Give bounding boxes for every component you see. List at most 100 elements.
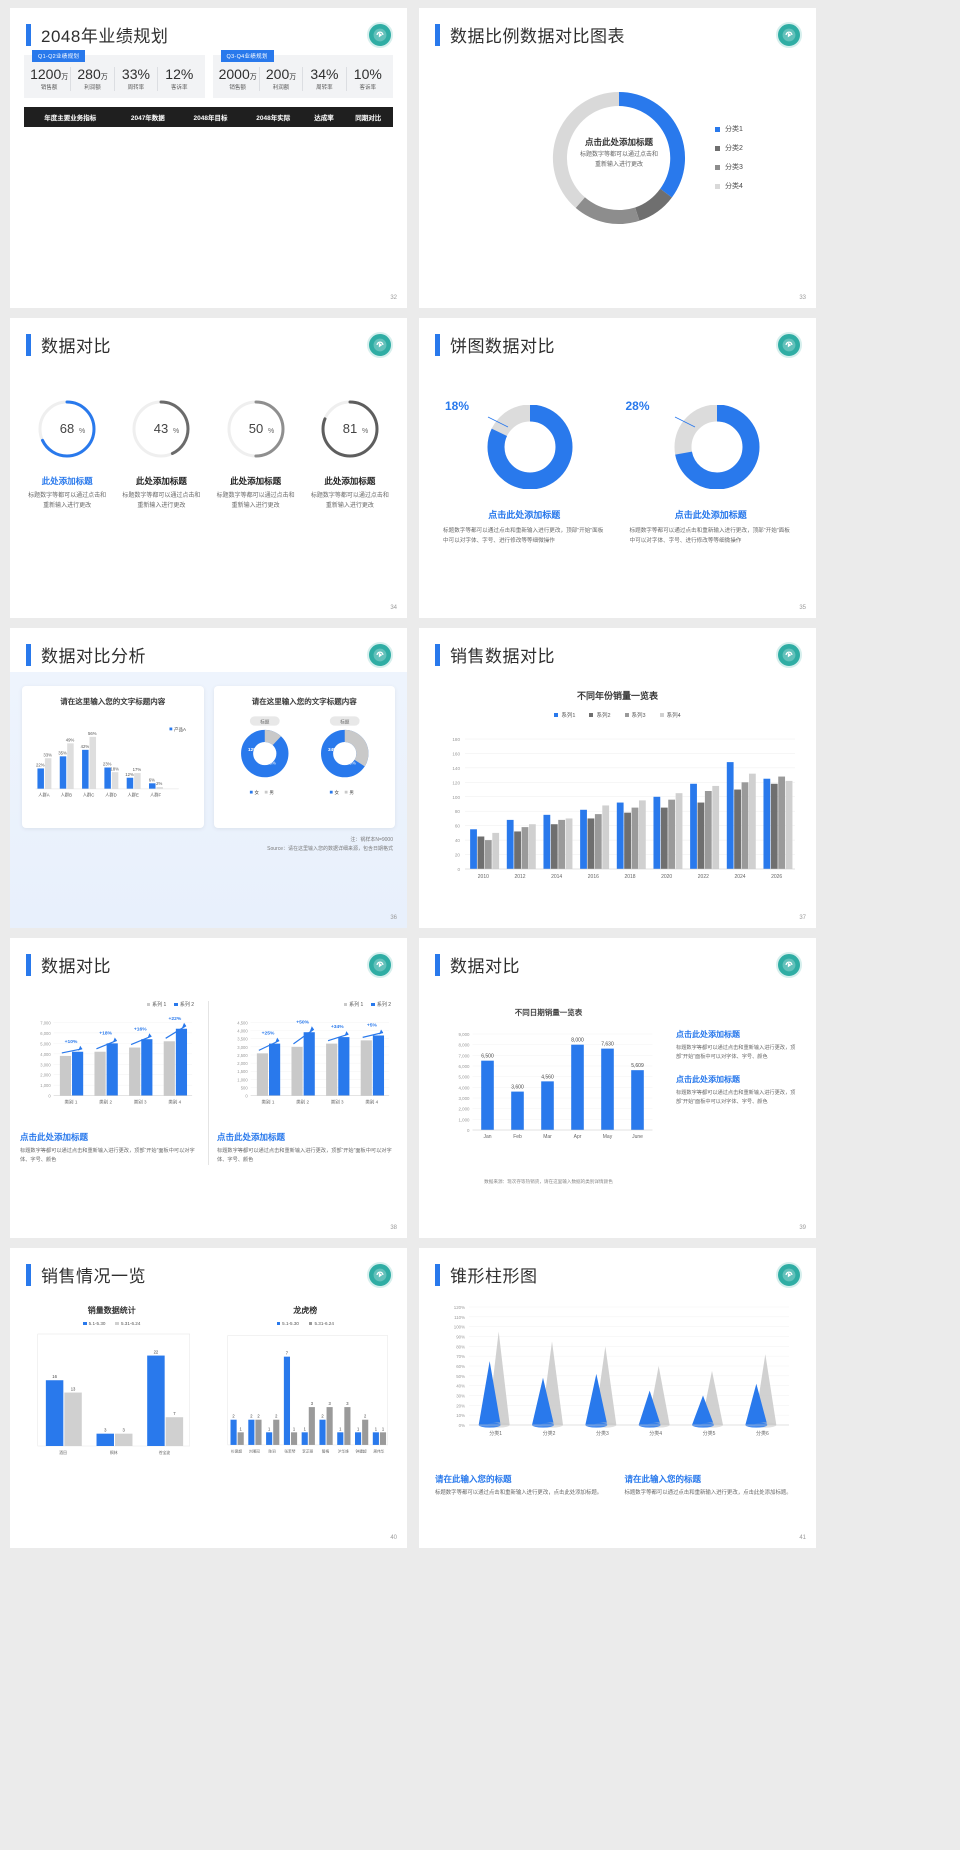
svg-text:枫林: 枫林 (110, 1450, 118, 1455)
svg-text:标题: 标题 (340, 718, 350, 725)
svg-text:陈羽: 陈羽 (268, 1449, 276, 1454)
gauge-ring: 43% (132, 400, 190, 458)
page-title: 数据对比分析 (41, 647, 146, 666)
gauge-desc: 标题数字等都可以通过点击和重新输入进行更改 (122, 493, 201, 509)
svg-text:+50%: +50% (296, 1019, 309, 1025)
svg-text:分类2: 分类2 (543, 1430, 556, 1437)
ranking-chart: 龙虎榜 5.1-5.30 5.31-6.24 2 1 杉夏超 2 2 刘湘冠 1 2 陈羽 7 1 张若… (214, 1305, 398, 1481)
svg-text:12%: 12% (248, 747, 257, 752)
gauge-value: 68 (60, 421, 74, 436)
legend-item: 分类4 (715, 181, 743, 191)
svg-text:人群D: 人群D (105, 791, 117, 798)
sales-stat-chart: 销量数据统计 5.1-5.30 5.31-6.24 16 13 酒田 3 3 枫林 22 7 苍宝… (20, 1305, 204, 1481)
legend-item: 5.1-5.30 (83, 1321, 105, 1326)
divider (208, 1001, 209, 1165)
svg-text:120%: 120% (454, 1305, 465, 1310)
donut-chart (552, 91, 686, 225)
legend-item: 5.1-5.30 (276, 1321, 299, 1326)
svg-text:13: 13 (71, 1387, 76, 1392)
block-desc: 标题数字等都可以通过点击和重新输入进行更改，顶部“开始”面板中可以对字体、字号、… (676, 1090, 796, 1106)
donut-pair-chart: 标题 12% 88% 女 男 标题 34% 66% 女 男 (240, 716, 368, 796)
table-header-row: 年度主要业务指标 2047年数据 2048年目标 2048年实际 达成率 同期对… (24, 107, 393, 128)
block-title: 请在此输入您的标题 (624, 1474, 702, 1484)
col-header: 2047年数据 (116, 107, 180, 128)
kpi-label: 周转率 (316, 85, 333, 92)
kpi-tag: Q3-Q4业绩规划 (220, 50, 274, 62)
legend: 5.1-5.30 5.31-6.24 (214, 1321, 398, 1326)
svg-text:5,000: 5,000 (40, 1041, 51, 1046)
gauge-item: 81% 此处添加标题 标题数字等都可以通过点击和重新输入进行更改 (305, 395, 395, 512)
page-number: 36 (390, 915, 397, 921)
monthly-bar-chart: 0 1,000 2,000 3,000 4,000 5,000 6,000 7,000 8,00… (459, 1032, 653, 1140)
page-title: 销售数据对比 (450, 647, 555, 666)
svg-text:4,000: 4,000 (40, 1052, 51, 1057)
kpi-tag: Q1-Q2业绩规划 (32, 50, 86, 62)
brand-logo-icon (776, 332, 802, 358)
slide-41[interactable]: 锥形柱形图 0% 10% 20% 30% 40% 50% 60% 70% 80% 90% 100% 1… (419, 1248, 816, 1548)
kpi-item: 1200万 销售额 (28, 66, 72, 92)
svg-text:40%: 40% (456, 1384, 465, 1389)
svg-text:88%: 88% (266, 761, 275, 766)
legend-label: 分类3 (725, 164, 743, 171)
svg-text:35%: 35% (58, 750, 67, 755)
note-source: Source：请在这里输入您的数据详细来源，包含日期格式 (267, 845, 393, 852)
slide-33[interactable]: 数据比例数据对比图表 点击此处添加标题 标题数字等都可以通过点击和 重新输入进行… (419, 8, 816, 308)
svg-text:刘湘冠: 刘湘冠 (248, 1449, 259, 1454)
gauge-title: 此处添加标题 (324, 476, 376, 486)
svg-text:7: 7 (173, 1411, 176, 1416)
block-desc: 标题数字等都可以通过点击和重新输入进行更改，点击此处添加标题。 (435, 1490, 603, 1496)
svg-text:+34%: +34% (331, 1024, 344, 1030)
svg-text:1: 1 (374, 1426, 377, 1431)
col-header: 年度主要业务指标 (24, 107, 117, 128)
legend-item: 分类1 (715, 124, 743, 134)
svg-text:2010: 2010 (478, 874, 489, 880)
page-title: 2048年业绩规划 (41, 27, 169, 46)
legend-label: 系列1 (561, 713, 576, 719)
svg-text:0: 0 (48, 1094, 51, 1099)
pie-item: 28% 点击此处添加标题 标题数字等都可以通过点击和重新输入进行更改，顶部“开始”面… (624, 399, 799, 547)
donut-chart (487, 404, 573, 490)
svg-text:33%: 33% (43, 752, 52, 757)
svg-text:+5%: +5% (367, 1023, 378, 1029)
svg-text:类别 1: 类别 1 (262, 1099, 275, 1106)
slide-40[interactable]: 销售情况一览 销量数据统计 5.1-5.30 5.31-6.24 16 13 酒田 3 3… (10, 1248, 407, 1548)
slide-37[interactable]: 销售数据对比 不同年份销量一览表 系列1 系列2 系列3 系列4 0 20 40 60 80 1… (419, 628, 816, 928)
slide-35[interactable]: 饼图数据对比 18% 点击此处添加标题 标题数字等都可以通过点击和重新输入进行更改，… (419, 318, 816, 618)
kpi-label: 销售额 (40, 85, 58, 92)
slide-38[interactable]: 数据对比 系列 1 系列 2 0 1,000 2,000 3,000 4,000 5,000… (10, 938, 407, 1238)
kpi-unit: 万 (289, 74, 297, 81)
title-accent-bar (435, 1263, 440, 1286)
slide-34[interactable]: 数据对比 68% 此处添加标题 标题数字等都可以通过点击和重新输入进行更改 43% 此处… (10, 318, 407, 618)
svg-text:7,000: 7,000 (459, 1053, 471, 1058)
svg-text:1,000: 1,000 (40, 1083, 51, 1088)
slide-36[interactable]: 数据对比分析 请在这里输入您的文字标题内容 22% 33% 人群A 35% 49% 人群B… (10, 628, 407, 928)
svg-text:7: 7 (285, 1351, 288, 1356)
page-title: 锥形柱形图 (450, 1267, 538, 1286)
kpi-unit: % (180, 66, 194, 82)
svg-text:30%: 30% (456, 1394, 465, 1399)
slide-32[interactable]: 2048年业绩规划 Q1-Q2业绩规划 1200万 销售额 280万 利润额 (10, 8, 407, 308)
svg-text:2,500: 2,500 (237, 1053, 248, 1058)
brand-logo-icon (776, 642, 802, 668)
gauge-unit: % (79, 428, 85, 435)
svg-text:男: 男 (269, 790, 273, 796)
svg-text:8,000: 8,000 (571, 1038, 584, 1044)
svg-text:4,500: 4,500 (237, 1020, 248, 1025)
card-title: 请在这里输入您的文字标题内容 (60, 697, 166, 706)
svg-text:23%: 23% (103, 762, 112, 767)
svg-text:6,500: 6,500 (481, 1054, 494, 1060)
svg-text:类别 4: 类别 4 (168, 1099, 181, 1106)
legend-item: 系列3 (624, 711, 646, 719)
gauge-item: 43% 此处添加标题 标题数字等都可以通过点击和重新输入进行更改 (116, 395, 206, 512)
kpi-value: 200 (265, 66, 290, 82)
kpi-value: 33 (121, 66, 138, 82)
svg-text:0: 0 (467, 1128, 470, 1133)
svg-text:+16%: +16% (134, 1026, 147, 1032)
svg-text:2014: 2014 (551, 874, 562, 880)
slide-header: 2048年业绩规划 (10, 8, 407, 47)
kpi-item: 33% 周转率 (115, 66, 159, 92)
svg-text:2: 2 (250, 1414, 253, 1419)
chart-title: 销量数据统计 (87, 1306, 136, 1315)
slide-39[interactable]: 数据对比 不同日期销量一览表 0 1,000 2,000 3,000 4,000 5,00… (419, 938, 816, 1238)
donut-center-title: 点击此处添加标题 (584, 137, 653, 147)
